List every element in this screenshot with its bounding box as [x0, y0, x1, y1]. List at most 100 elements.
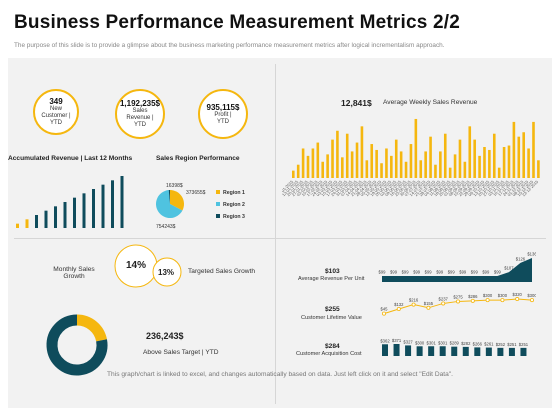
accumulated-revenue-bar: [63, 202, 67, 228]
legend-swatch: [216, 190, 220, 194]
weekly-bar: [434, 164, 437, 178]
clv-point: [382, 311, 387, 316]
clv-title: Customer Lifetime Value: [301, 315, 362, 321]
arpu-value-label: $99: [413, 270, 421, 275]
accumulated-revenue-bar: [111, 180, 114, 228]
accumulated-revenue-bar: [92, 189, 95, 228]
targeted-growth-label: Targeted Sales Growth: [188, 268, 256, 275]
region-value-label: 754243$: [156, 224, 176, 230]
weekly-bar: [448, 167, 452, 178]
weekly-bar: [463, 161, 467, 178]
clv-point: [500, 298, 505, 303]
clv-point: [411, 302, 416, 307]
arpu-value-label: $99: [448, 270, 456, 275]
weekly-bar: [424, 151, 427, 178]
weekly-bar: [292, 170, 295, 178]
clv-value-label: $237: [439, 296, 449, 301]
footer-note: This graph/chart is linked to excel, and…: [107, 371, 453, 378]
weekly-bar: [380, 163, 383, 178]
arpu-chart: $99 $99 $99 $99 $99 $99 $99 $99 $99 $99 $99$107$12…: [379, 251, 536, 282]
arpu-value-label: $126: [516, 256, 526, 261]
legend-swatch: [216, 202, 220, 206]
clv-point: [529, 298, 534, 303]
cac-value-label: $251: [507, 342, 517, 347]
weekly-bar: [311, 148, 315, 178]
cac-bar: [393, 344, 400, 356]
arpu-headline: $103: [325, 268, 340, 275]
weekly-bar: [341, 157, 344, 178]
cac-bar: [485, 347, 492, 356]
cac-title: Customer Acquisition Cost: [296, 351, 362, 357]
clv-value-label: $300: [483, 293, 493, 298]
weekly-bar: [331, 139, 334, 178]
weekly-bar: [365, 160, 369, 178]
arpu-value-label: $136: [527, 251, 536, 256]
targeted-growth-circle: [152, 257, 182, 287]
clv-point: [515, 297, 520, 302]
weekly-bar: [497, 167, 501, 178]
weekly-bar: [458, 139, 462, 178]
clv-value-label: $216: [409, 298, 419, 303]
cac-bar: [428, 346, 435, 356]
clv-value-label: $320: [513, 292, 523, 297]
clv-value-label: $286: [468, 294, 478, 299]
cac-value-label: $289: [450, 341, 460, 346]
weekly-bar: [429, 136, 432, 178]
arpu-value-label: $99: [402, 270, 410, 275]
weekly-bar: [502, 147, 506, 178]
weekly-bar: [507, 145, 511, 178]
legend-label: Region 2: [223, 202, 245, 208]
kpi-value: 1,192,235$: [119, 99, 161, 108]
kpi-value: 349: [49, 97, 63, 106]
clv-value-label: $155: [424, 301, 434, 306]
page-subtitle: The purpose of this slide is to provide …: [14, 42, 445, 49]
arpu-area: [382, 257, 532, 282]
page-title: Business Performance Measurement Metrics…: [14, 12, 460, 33]
legend-swatch: [216, 214, 220, 218]
above-target-donut: [46, 314, 108, 376]
weekly-sales-headline: 12,841$: [341, 98, 372, 108]
cac-bar: [439, 346, 446, 356]
cac-value-label: $251: [519, 342, 529, 347]
clv-point: [470, 298, 475, 303]
weekly-bar: [321, 161, 325, 178]
accumulated-revenue-bar: [101, 184, 105, 228]
weekly-bar: [483, 147, 486, 178]
accumulated-revenue-bar: [82, 193, 86, 228]
arpu-title: Average Revenue Per Unit: [298, 276, 365, 282]
cac-bar: [520, 347, 527, 356]
sales-region-title: Sales Region Performance: [156, 155, 240, 162]
kpi-label: New Customer | YTD: [41, 106, 71, 126]
cac-value-label: $327: [403, 339, 413, 344]
weekly-bar: [537, 160, 540, 178]
horizontal-divider: [14, 238, 546, 239]
accumulated-revenue-chart: [16, 176, 124, 228]
arpu-value-label: $99: [459, 270, 467, 275]
clv-point: [396, 307, 401, 312]
cac-bar: [451, 346, 458, 356]
cac-value-label: $261: [484, 342, 494, 347]
cac-chart: $362 $371 $327 $300 $301 $301 $289 $282 $266 $261…: [380, 338, 529, 356]
weekly-bar: [316, 142, 320, 178]
cac-bar: [508, 347, 515, 356]
above-target-value: 236,243$: [146, 331, 184, 341]
region-value-label: 16398$: [166, 183, 183, 189]
accumulated-revenue-bar: [44, 210, 48, 228]
legend-label: Region 1: [223, 190, 245, 196]
above-target-label: Above Sales Target | YTD: [143, 349, 219, 356]
weekly-bar: [370, 144, 374, 178]
arpu-value-label: $99: [390, 270, 398, 275]
clv-point: [485, 298, 490, 303]
weekly-bar: [350, 151, 354, 178]
weekly-bar: [468, 126, 472, 178]
weekly-bar: [522, 132, 525, 178]
cac-bar: [497, 347, 504, 356]
donut-segment: [76, 314, 107, 342]
weekly-bar: [517, 136, 521, 178]
weekly-sales-chart: 06-01-201513-01-201520-01-201527-01-2015…: [282, 118, 540, 197]
clv-point: [456, 299, 461, 304]
monthly-growth-value: 14%: [126, 260, 147, 271]
kpi-label: Sales Revenue | YTD: [126, 108, 154, 128]
region-pie-slice: [170, 190, 184, 211]
cac-value-label: $282: [461, 341, 471, 346]
